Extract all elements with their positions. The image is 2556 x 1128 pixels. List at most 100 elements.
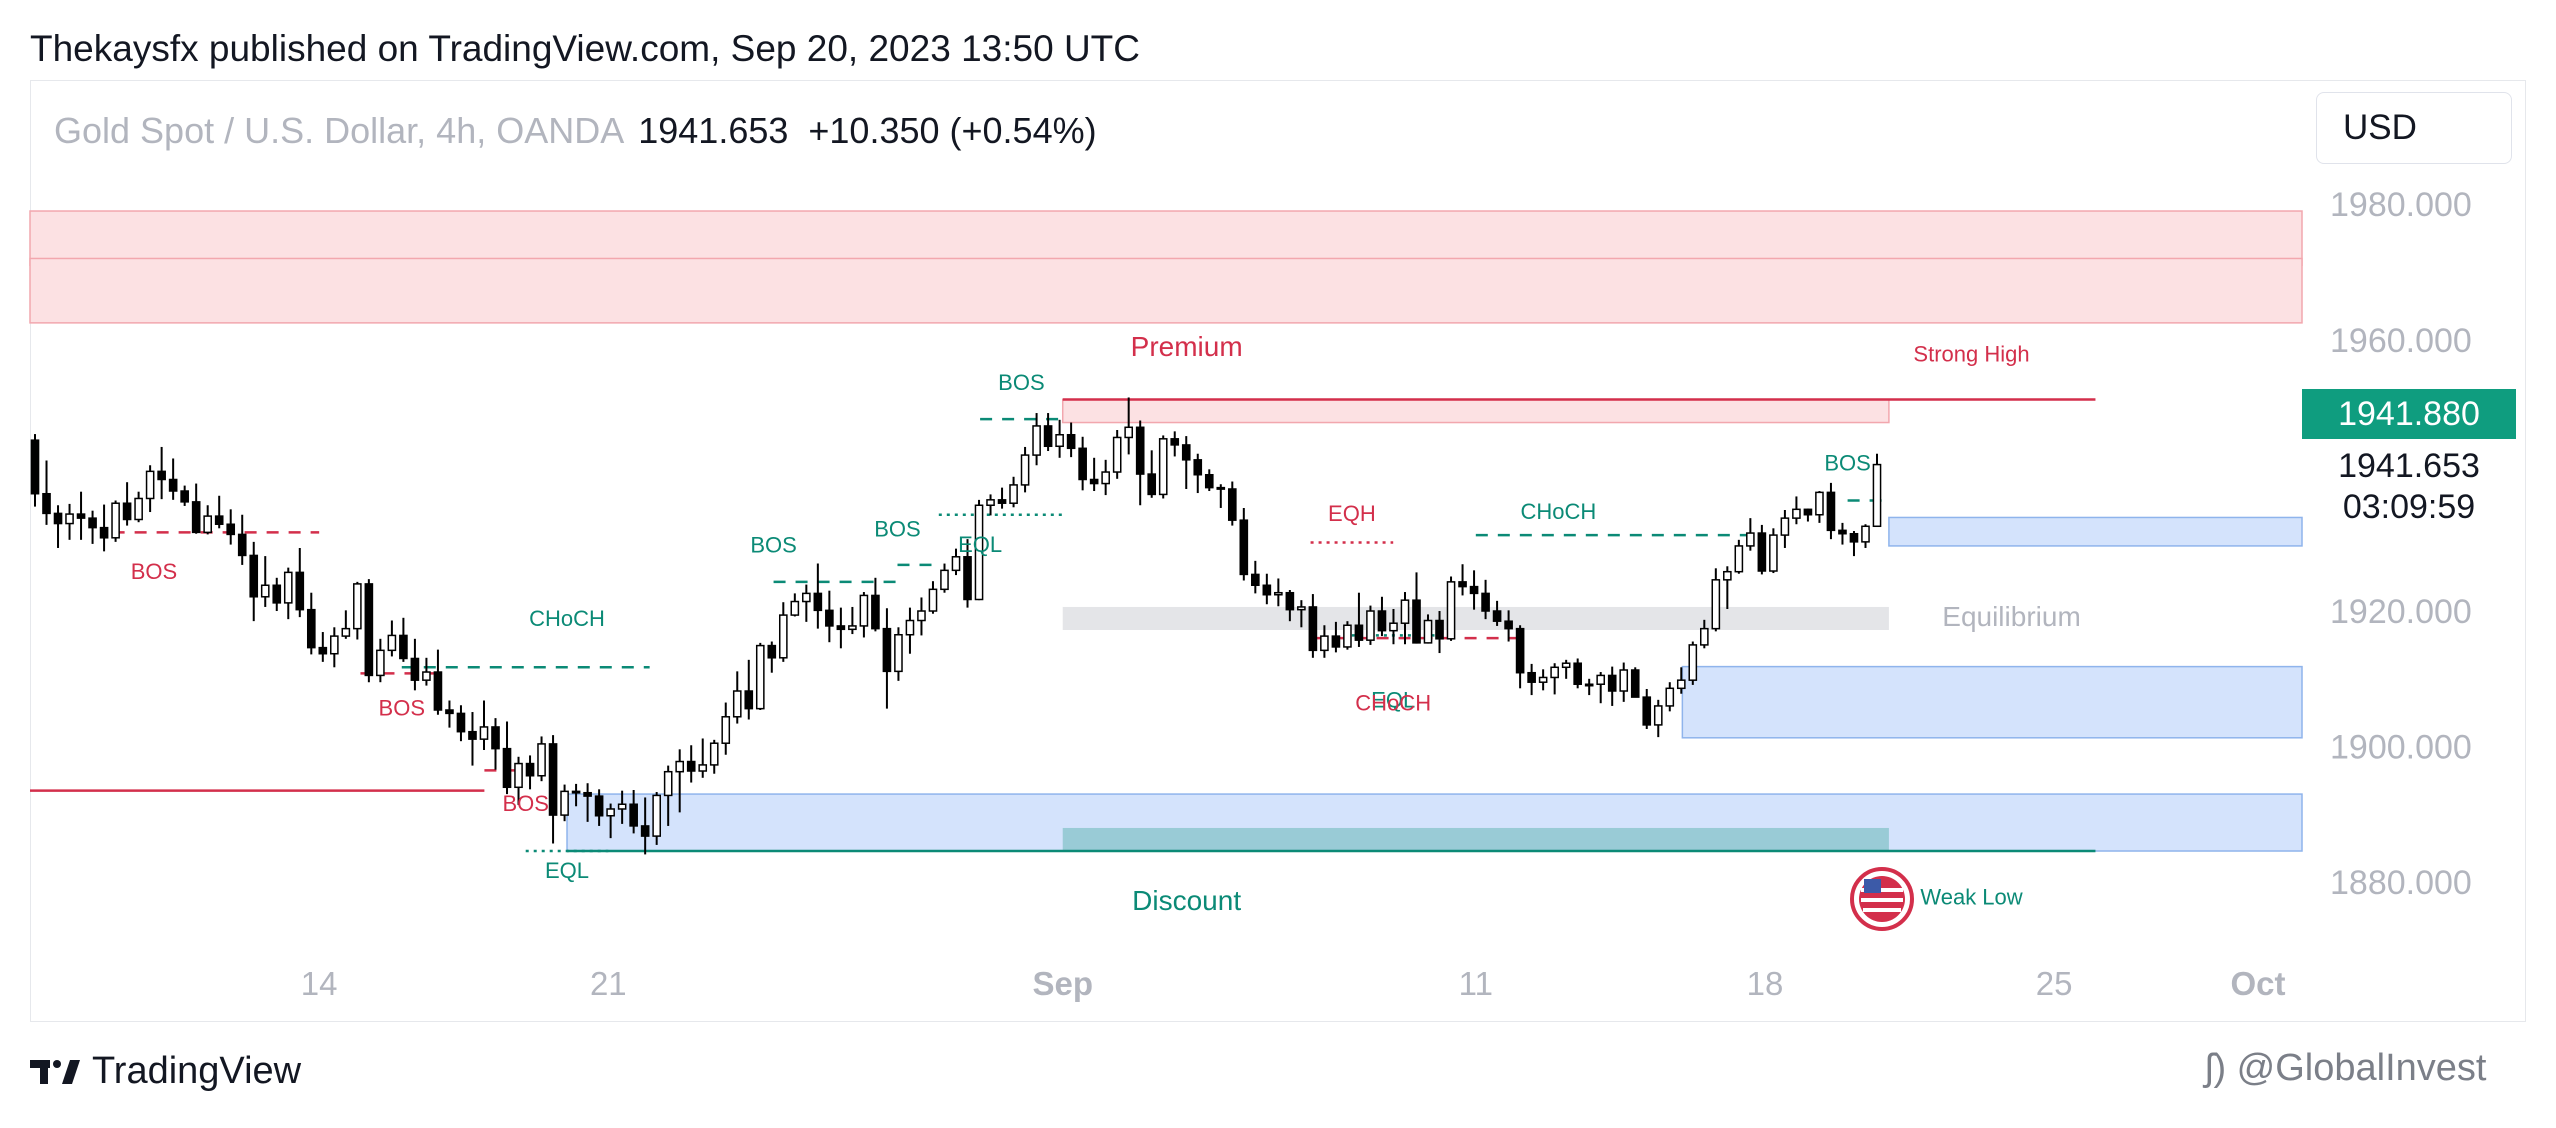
- candle-body-54: [652, 794, 661, 837]
- candle-body-23: [295, 571, 305, 611]
- candle-body-69: [825, 609, 834, 627]
- candle-body-159: [1861, 525, 1870, 543]
- candle-body-101: [1193, 459, 1203, 476]
- candle-body-129: [1515, 627, 1525, 674]
- candle-body-38: [468, 730, 477, 740]
- candle-body-151: [1769, 534, 1778, 572]
- candle-body-20: [260, 584, 270, 598]
- candle-body-114: [1343, 624, 1352, 648]
- candle-body-0: [30, 439, 40, 495]
- last-price-badge: [2302, 389, 2516, 439]
- symbol-name[interactable]: Gold Spot / U.S. Dollar, 4h, OANDA: [54, 110, 625, 151]
- candle-body-74: [882, 627, 892, 673]
- candle-body-10: [145, 470, 155, 500]
- candle-body-46: [560, 790, 569, 816]
- candle-body-85: [1009, 484, 1018, 504]
- candle-body-81: [963, 556, 972, 601]
- candle-body-7: [111, 502, 120, 539]
- candle-body-43: [525, 762, 535, 777]
- zone-0: [29, 210, 2303, 267]
- last-price-badge-text: 1941.880: [2338, 395, 2480, 433]
- candle-body-57: [686, 760, 696, 772]
- candle-body-76: [905, 619, 915, 636]
- zone-6: [566, 793, 2303, 852]
- annotation-label-13: EQL: [1371, 687, 1415, 712]
- candle-body-33: [410, 657, 420, 681]
- x-tick-label: 21: [590, 965, 627, 1002]
- candle-body-32: [399, 634, 408, 660]
- candle-body-95: [1124, 426, 1134, 439]
- candle-body-79: [940, 569, 949, 591]
- candle-body-132: [1550, 666, 1559, 679]
- candle-body-8: [122, 502, 132, 521]
- candle-body-19: [249, 554, 259, 598]
- annotation-label-3: CHoCH: [529, 606, 605, 631]
- annotation-label-5: BOS: [750, 533, 796, 558]
- candle-body-100: [1181, 444, 1191, 461]
- candle-body-13: [180, 490, 189, 503]
- candle-body-28: [353, 583, 362, 630]
- us-flag-event-icon[interactable]: [1850, 867, 1914, 931]
- candle-body-29: [364, 583, 374, 677]
- candle-body-86: [1020, 454, 1030, 486]
- published-byline: Thekaysfx published on TradingView.com, …: [30, 28, 1140, 69]
- candle-body-61: [732, 690, 742, 718]
- candle-body-67: [802, 592, 811, 603]
- candle-body-152: [1780, 517, 1790, 536]
- candle-body-149: [1746, 532, 1755, 547]
- zone-4: [1888, 516, 2303, 547]
- annotation-label-7: BOS: [998, 370, 1044, 395]
- candle-body-113: [1331, 635, 1341, 648]
- currency-button[interactable]: USD: [2316, 92, 2512, 164]
- watermark-icon: ʃ): [2205, 1047, 2237, 1089]
- candle-body-122: [1435, 619, 1444, 640]
- candle-body-11: [157, 470, 166, 481]
- candle-body-111: [1308, 606, 1318, 652]
- candle-body-65: [778, 614, 788, 659]
- candle-body-139: [1630, 669, 1640, 698]
- candle-body-145: [1699, 627, 1709, 646]
- zone-1: [29, 257, 2303, 324]
- candle-body-88: [1043, 425, 1053, 448]
- candle-body-2: [53, 512, 63, 525]
- candle-body-1: [42, 492, 51, 515]
- candle-body-3: [65, 513, 74, 525]
- candle-body-154: [1803, 508, 1813, 516]
- candle-body-30: [376, 649, 385, 677]
- tradingview-logo[interactable]: TradingView: [30, 1050, 301, 1093]
- candle-body-146: [1711, 579, 1721, 630]
- candle-body-141: [1653, 705, 1663, 726]
- candle-body-115: [1354, 624, 1364, 641]
- candle-body-82: [974, 504, 984, 601]
- candle-body-127: [1492, 610, 1502, 622]
- candle-body-5: [88, 517, 97, 529]
- candle-body-144: [1688, 644, 1698, 681]
- candle-body-137: [1607, 674, 1617, 692]
- candle-body-124: [1458, 581, 1467, 588]
- candle-body-6: [99, 526, 109, 539]
- candle-body-125: [1469, 585, 1479, 595]
- y-tick-label: 1960.000: [2330, 322, 2472, 360]
- candle-body-63: [755, 644, 765, 710]
- tradingview-brand: TradingView: [92, 1050, 302, 1092]
- symbol-legend: Gold Spot / U.S. Dollar, 4h, OANDA 1941.6…: [54, 110, 1097, 152]
- candle-body-156: [1826, 491, 1836, 532]
- candle-body-119: [1400, 599, 1410, 624]
- annotation-label-15: BOS: [1824, 451, 1870, 476]
- candle-body-142: [1665, 687, 1675, 707]
- price-badges-layer: 1941.880 1941.653 03:09:59: [2302, 389, 2516, 526]
- candle-body-158: [1849, 532, 1859, 543]
- candle-body-68: [813, 592, 823, 612]
- candle-body-70: [836, 625, 846, 631]
- x-tick-label: 11: [1459, 965, 1493, 1002]
- candle-body-118: [1389, 622, 1398, 632]
- annotation-label-18: Weak Low: [1920, 885, 2022, 910]
- price-change: +10.350 (+0.54%): [808, 110, 1097, 151]
- candle-body-106: [1251, 573, 1260, 587]
- x-tick-label: 18: [1747, 965, 1784, 1002]
- candle-body-72: [859, 594, 869, 627]
- candle-body-71: [848, 625, 857, 631]
- candle-body-41: [502, 747, 512, 789]
- candle-body-128: [1504, 620, 1513, 630]
